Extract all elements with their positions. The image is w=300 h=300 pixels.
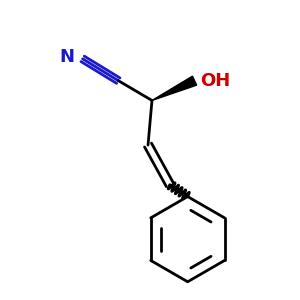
Text: N: N xyxy=(60,48,75,66)
Polygon shape xyxy=(152,76,197,100)
Text: OH: OH xyxy=(200,72,231,90)
